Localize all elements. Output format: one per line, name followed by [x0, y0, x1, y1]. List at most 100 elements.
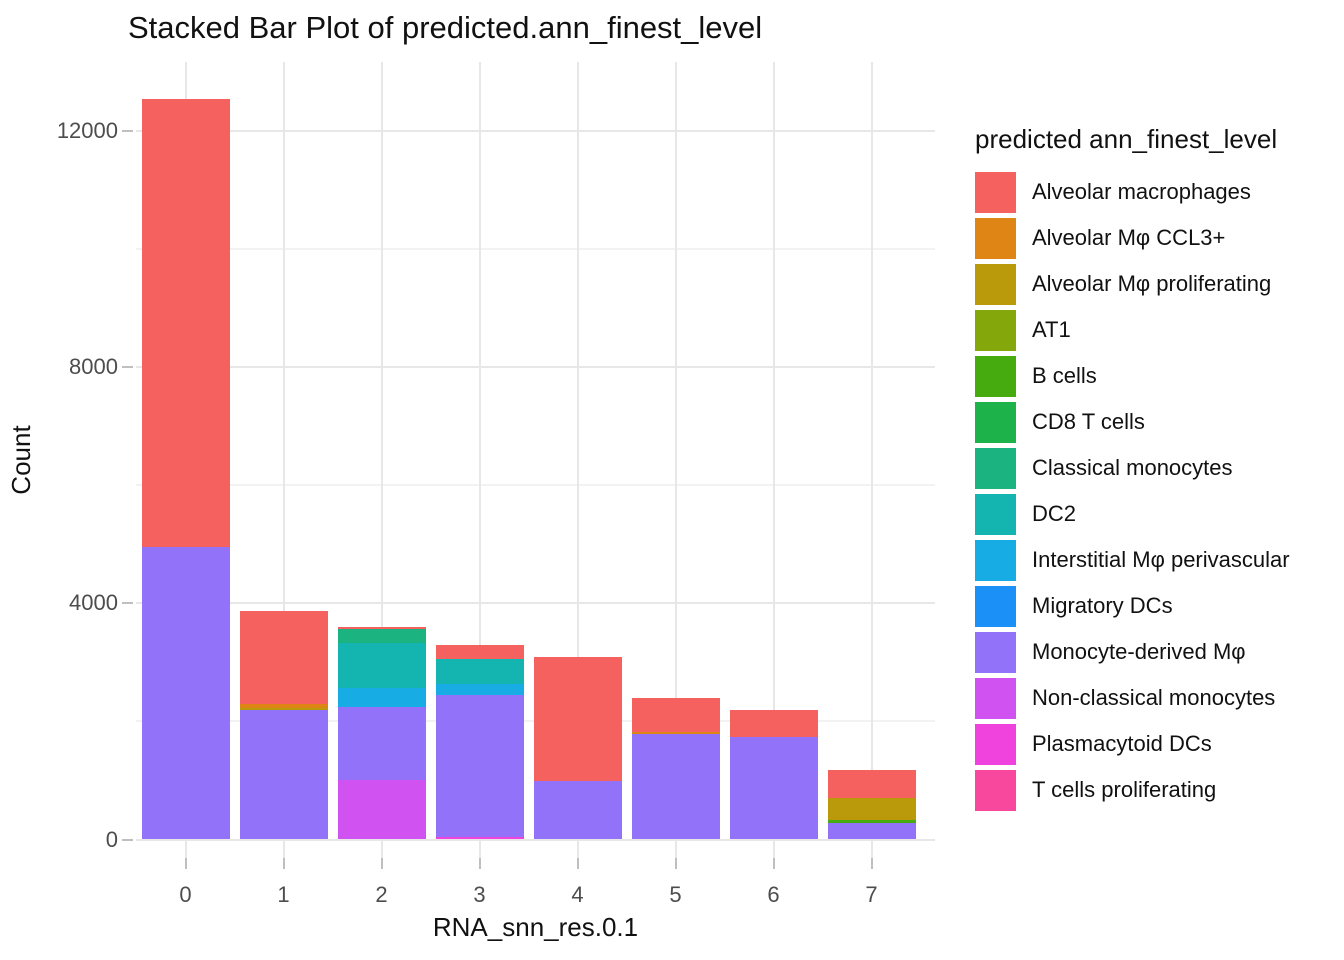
legend-label: T cells proliferating: [1032, 777, 1217, 802]
x-tick-label: 4: [571, 882, 584, 907]
legend-swatch: [975, 631, 1016, 673]
gridline-major: [136, 838, 935, 841]
legend-label: Alveolar macrophages: [1032, 179, 1251, 204]
legend: predicted ann_finest_level Alveolar macr…: [975, 124, 1335, 813]
legend-label: Plasmacytoid DCs: [1032, 731, 1212, 756]
legend-swatch: [975, 355, 1016, 397]
bar-segment-4: [533, 657, 622, 782]
bar-segment-0: [141, 547, 230, 840]
bar-segment-1: [239, 710, 328, 840]
chart-title: Stacked Bar Plot of predicted.ann_finest…: [128, 10, 763, 45]
bar-segment-5: [631, 697, 720, 733]
legend-swatch: [975, 769, 1016, 811]
gridline-vertical: [380, 62, 383, 858]
legend-item: Classical monocytes: [975, 445, 1335, 491]
legend-label: Classical monocytes: [1032, 455, 1233, 480]
x-tick-label: 1: [277, 882, 290, 907]
bar-segment-1: [239, 704, 328, 708]
x-tick-label: 3: [473, 882, 486, 907]
legend-label: Non-classical monocytes: [1032, 685, 1276, 710]
x-tick-mark: [674, 858, 677, 869]
gridline-vertical: [772, 62, 775, 858]
y-tick-label: 8000: [69, 354, 118, 380]
bar-segment-2: [337, 780, 426, 840]
bar-segment-6: [729, 709, 818, 738]
legend-item: Alveolar macrophages: [975, 169, 1335, 215]
legend-item: DC2: [975, 491, 1335, 537]
gridline-major: [136, 130, 935, 132]
bar-segment-2: [337, 643, 426, 688]
bar-segment-3: [435, 683, 524, 695]
legend-label: AT1: [1032, 317, 1071, 342]
bar-segment-1: [239, 707, 328, 711]
legend-item: Alveolar Mφ CCL3+: [975, 215, 1335, 261]
legend-item: B cells: [975, 353, 1335, 399]
legend-label: Alveolar Mφ proliferating: [1032, 271, 1272, 296]
bar-segment-3: [435, 644, 524, 660]
gridline-major: [136, 602, 935, 605]
bar-segment-2: [337, 687, 426, 707]
legend-item: Migratory DCs: [975, 583, 1335, 629]
legend-item: Alveolar Mφ proliferating: [975, 261, 1335, 307]
bar-segment-3: [435, 659, 524, 684]
bar-segment-7: [827, 769, 916, 798]
x-tick-mark: [184, 858, 187, 869]
legend-label: Monocyte-derived Mφ: [1032, 639, 1246, 664]
legend-label: DC2: [1032, 501, 1077, 526]
legend-item: T cells proliferating: [975, 767, 1335, 813]
x-tick-label: 0: [179, 882, 192, 907]
gridline-major: [136, 366, 935, 369]
legend-swatch: [975, 493, 1016, 535]
gridline-vertical: [576, 62, 579, 858]
bar-segment-1: [239, 611, 328, 705]
x-tick-mark: [772, 858, 775, 869]
y-tick-label: 0: [105, 826, 118, 852]
bar-segment-3: [435, 837, 524, 840]
legend-swatch: [975, 539, 1016, 581]
bar-segment-7: [827, 820, 916, 823]
y-tick-mark: [122, 602, 133, 605]
x-tick-mark: [380, 858, 383, 869]
legend-swatch: [975, 677, 1016, 719]
y-tick-label: 4000: [69, 590, 118, 616]
bar-segment-5: [631, 734, 720, 840]
legend-item: Non-classical monocytes: [975, 675, 1335, 721]
legend-title: predicted ann_finest_level: [975, 124, 1278, 154]
legend-swatch: [975, 171, 1016, 213]
legend-item: AT1: [975, 307, 1335, 353]
bar-segment-7: [827, 822, 916, 840]
gridline-vertical: [478, 62, 481, 858]
legend-label: Interstitial Mφ perivascular: [1032, 547, 1290, 572]
legend-swatch: [975, 447, 1016, 489]
x-tick-label: 5: [669, 882, 682, 907]
y-axis-title: Count: [6, 425, 36, 495]
legend-label: Alveolar Mφ CCL3+: [1032, 225, 1226, 250]
bar-segment-2: [337, 706, 426, 781]
x-tick-mark: [870, 858, 873, 869]
x-axis-title: RNA_snn_res.0.1: [432, 912, 639, 942]
x-tick-mark: [478, 858, 481, 869]
x-tick-mark: [576, 858, 579, 869]
legend-label: B cells: [1032, 363, 1097, 388]
legend-item: Monocyte-derived Mφ: [975, 629, 1335, 675]
legend-label: CD8 T cells: [1032, 409, 1145, 434]
legend-swatch: [975, 585, 1016, 627]
bar-segment-3: [435, 694, 524, 838]
x-tick-label: 2: [375, 882, 388, 907]
x-tick-label: 6: [767, 882, 780, 907]
legend-item: CD8 T cells: [975, 399, 1335, 445]
y-tick-mark: [122, 130, 133, 132]
legend-swatch: [975, 723, 1016, 765]
x-tick-label: 7: [865, 882, 878, 907]
gridline-vertical: [870, 62, 873, 858]
legend-swatch: [975, 401, 1016, 443]
legend-swatch: [975, 309, 1016, 351]
bar-segment-2: [337, 629, 426, 644]
y-tick-label: 12000: [56, 118, 118, 143]
gridline-vertical: [674, 62, 677, 858]
bar-segment-7: [827, 797, 916, 820]
bar-segment-4: [533, 781, 622, 840]
gridline-minor: [136, 484, 935, 487]
legend-items: Alveolar macrophages Alveolar Mφ CCL3+ Alv…: [975, 169, 1335, 813]
